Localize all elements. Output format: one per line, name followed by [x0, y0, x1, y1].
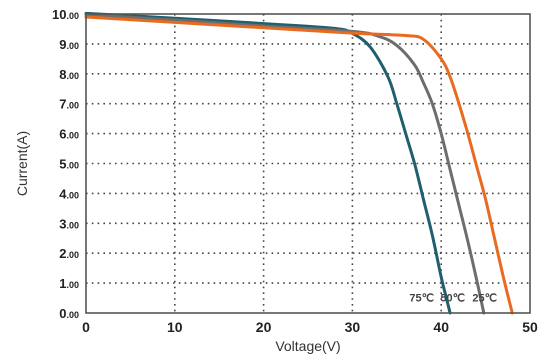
y-tick-label-4: 4.00: [59, 186, 79, 201]
x-axis-title: Voltage(V): [275, 338, 340, 354]
y-tick-labels: 0.00 1.00 2.00 3.00 4.00 5.00 6.00 7.00 8.00 9.00…: [52, 7, 79, 321]
x-tick-label-4: 40: [433, 319, 449, 335]
y-tick-label-6: 6.00: [59, 127, 79, 142]
curve-label-2: 25℃: [472, 293, 497, 305]
y-tick-label-5: 5.00: [59, 157, 79, 172]
x-tick-label-3: 30: [345, 319, 361, 335]
grid-layer: [86, 14, 530, 313]
curve-label-0: 75℃: [409, 293, 434, 305]
curve-labels: 75℃ 50℃ 25℃: [409, 293, 497, 305]
x-tick-label-2: 20: [256, 319, 272, 335]
curve-label-1: 50℃: [440, 293, 465, 305]
y-tick-label-1: 1.00: [59, 276, 79, 291]
y-tick-label-10: 10.00: [52, 7, 79, 22]
plot-frame: [85, 13, 531, 314]
series-line-0: [84, 11, 452, 315]
x-tick-labels: 0 10 20 30 40 50: [82, 319, 538, 335]
series-layer: [84, 11, 514, 315]
y-tick-label-2: 2.00: [59, 246, 79, 261]
y-tick-label-9: 9.00: [59, 37, 79, 52]
y-axis-title: Current(A): [14, 131, 30, 196]
series-line-2: [84, 15, 514, 315]
series-line-1: [84, 13, 486, 315]
y-tick-label-7: 7.00: [59, 97, 79, 112]
y-tick-label-3: 3.00: [59, 216, 79, 231]
x-tick-label-1: 10: [167, 319, 183, 335]
x-tick-label-5: 50: [522, 319, 538, 335]
y-tick-label-0: 0.00: [59, 306, 79, 321]
x-tick-label-0: 0: [82, 319, 90, 335]
y-tick-label-8: 8.00: [59, 67, 79, 82]
